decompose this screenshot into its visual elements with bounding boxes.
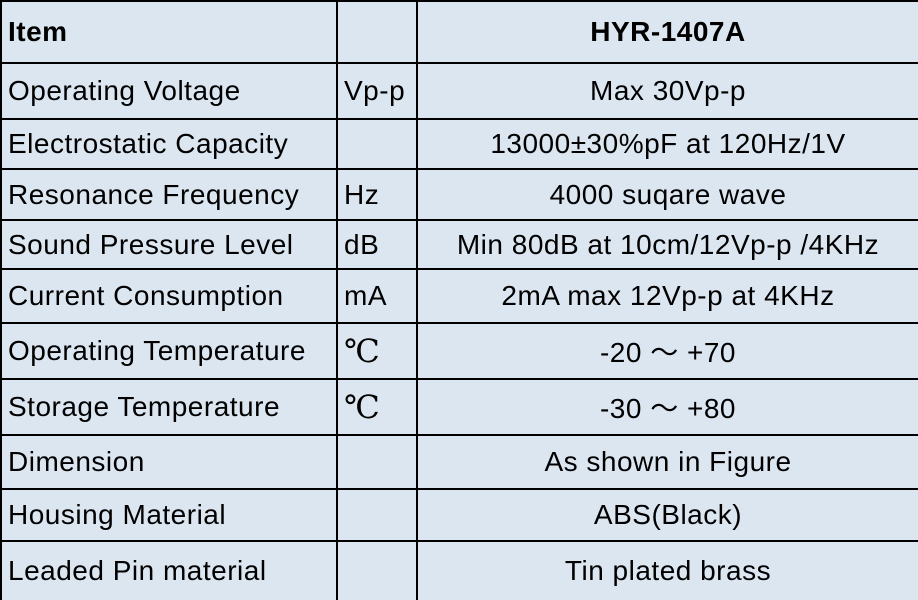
unit-cell: dB	[336, 219, 418, 270]
spec-cell: Max 30Vp-p	[416, 62, 918, 120]
item-cell: Leaded Pin material	[0, 540, 338, 600]
item-cell: Dimension	[0, 434, 338, 490]
unit-cell: Vp-p	[336, 62, 418, 120]
spec-row: Operating Voltage Vp-p Max 30Vp-p	[0, 62, 918, 120]
unit-cell	[336, 488, 418, 542]
spec-row: Electrostatic Capacity 13000±30%pF at 120…	[0, 118, 918, 170]
spec-cell: Min 80dB at 10cm/12Vp-p /4KHz	[416, 219, 918, 270]
unit-cell: Hz	[336, 168, 418, 221]
spec-cell: Tin plated brass	[416, 540, 918, 600]
unit-cell: ℃	[336, 378, 418, 436]
unit-cell	[336, 118, 418, 170]
item-cell: Resonance Frequency	[0, 168, 338, 221]
spec-row: Operating Temperature ℃ -20 ～ +70	[0, 322, 918, 380]
item-cell: Electrostatic Capacity	[0, 118, 338, 170]
spec-row: Sound Pressure Level dB Min 80dB at 10cm/1…	[0, 219, 918, 270]
spec-row: Resonance Frequency Hz 4000 suqare wave	[0, 168, 918, 221]
item-cell: Operating Voltage	[0, 62, 338, 120]
header-item: Item	[0, 0, 338, 64]
spec-cell: As shown in Figure	[416, 434, 918, 490]
spec-cell: 2mA max 12Vp-p at 4KHz	[416, 268, 918, 324]
spec-cell: ABS(Black)	[416, 488, 918, 542]
unit-cell: mA	[336, 268, 418, 324]
spec-cell: -30 ～ +80	[416, 378, 918, 436]
unit-cell: ℃	[336, 322, 418, 380]
item-cell: Operating Temperature	[0, 322, 338, 380]
spec-cell: -20 ～ +70	[416, 322, 918, 380]
spec-cell: 13000±30%pF at 120Hz/1V	[416, 118, 918, 170]
spec-row: Leaded Pin material Tin plated brass	[0, 540, 918, 600]
spec-row: Dimension As shown in Figure	[0, 434, 918, 490]
spec-cell: 4000 suqare wave	[416, 168, 918, 221]
unit-cell	[336, 540, 418, 600]
unit-cell	[336, 434, 418, 490]
header-unit	[336, 0, 418, 64]
spec-row: Storage Temperature ℃ -30 ～ +80	[0, 378, 918, 436]
header-row: Item HYR-1407A	[0, 0, 918, 64]
spec-row: Housing Material ABS(Black)	[0, 488, 918, 542]
item-cell: Storage Temperature	[0, 378, 338, 436]
spec-row: Current Consumption mA 2mA max 12Vp-p at 4…	[0, 268, 918, 324]
item-cell: Housing Material	[0, 488, 338, 542]
item-cell: Current Consumption	[0, 268, 338, 324]
item-cell: Sound Pressure Level	[0, 219, 338, 270]
header-model: HYR-1407A	[416, 0, 918, 64]
